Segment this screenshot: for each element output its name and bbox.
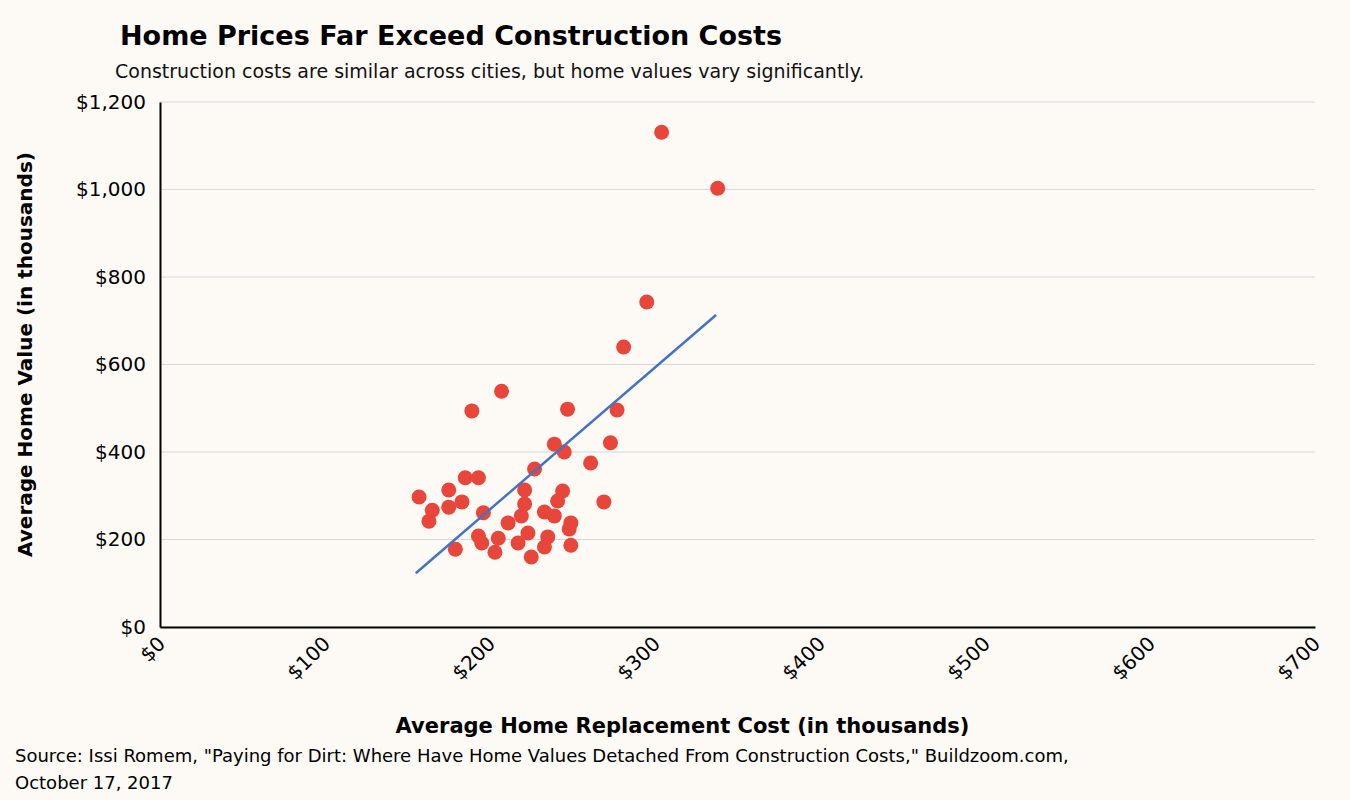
x-tick-label: $200 xyxy=(447,632,500,685)
point xyxy=(596,494,611,509)
point xyxy=(520,525,535,540)
y-tick-label: $1,000 xyxy=(76,177,146,201)
chart-svg: Home Prices Far Exceed Construction Cost… xyxy=(0,0,1350,800)
point xyxy=(412,490,427,505)
y-tick: $1,000 xyxy=(76,177,160,201)
grid-line xyxy=(160,102,1315,103)
y-tick-label: $400 xyxy=(95,440,146,464)
marks xyxy=(412,125,726,574)
point xyxy=(474,536,489,551)
grid-line xyxy=(160,189,1315,190)
point xyxy=(616,340,631,355)
y-axis-title: Average Home Value (in thousands) xyxy=(13,152,37,557)
title: Home Prices Far Exceed Construction Cost… xyxy=(120,20,782,51)
y-axis: $0 $200 $400 $600 $800 $1,000 $1,200 xyxy=(76,90,160,639)
x-tick: $300 xyxy=(612,627,665,685)
y-tick: $200 xyxy=(95,527,160,551)
x-axis-line xyxy=(161,627,1316,629)
point xyxy=(501,515,516,530)
y-tick-label: $800 xyxy=(95,265,146,289)
y-tick-label: $200 xyxy=(95,527,146,551)
point xyxy=(560,402,575,417)
x-axis-title: Average Home Replacement Cost (in thousa… xyxy=(396,714,970,738)
point xyxy=(441,483,456,498)
x-tick-label: $300 xyxy=(612,632,665,685)
source: Source: Issi Romem, "Paying for Dirt: Wh… xyxy=(15,745,1069,766)
y-tick-label: $600 xyxy=(95,352,146,376)
x-tick: $500 xyxy=(942,627,995,685)
grid-line xyxy=(160,627,1315,628)
x-tick: $200 xyxy=(447,627,500,685)
x-tick: $100 xyxy=(282,627,335,685)
background xyxy=(0,0,1350,800)
y-tick: $1,200 xyxy=(76,90,160,114)
x-tick: $400 xyxy=(777,627,830,685)
x-tick-label: $0 xyxy=(135,632,170,667)
x-tick-label: $600 xyxy=(1107,632,1160,685)
point xyxy=(494,384,509,399)
point xyxy=(563,538,578,553)
y-axis-line xyxy=(160,103,162,628)
subtitle: Construction costs are similar across ci… xyxy=(115,60,864,82)
x-axis: $0 $100 $200 $300 $400 $500 $600 $700 xyxy=(135,627,1325,685)
point xyxy=(583,455,598,470)
x-tick: $600 xyxy=(1107,627,1160,685)
x-tick-label: $700 xyxy=(1272,632,1325,685)
y-tick: $400 xyxy=(95,440,160,464)
grid xyxy=(160,102,1315,627)
trend-line xyxy=(416,315,716,573)
point xyxy=(454,494,469,509)
point xyxy=(425,503,440,518)
x-tick: $700 xyxy=(1272,627,1325,685)
point xyxy=(491,531,506,546)
point xyxy=(555,483,570,498)
point xyxy=(540,529,555,544)
point xyxy=(710,181,725,196)
x-tick-label: $500 xyxy=(942,632,995,685)
point xyxy=(441,500,456,515)
x-tick: $0 xyxy=(135,627,170,667)
point xyxy=(563,515,578,530)
point xyxy=(603,435,618,450)
y-tick-label: $1,200 xyxy=(76,90,146,114)
y-tick: $600 xyxy=(95,352,160,376)
x-tick-label: $400 xyxy=(777,632,830,685)
scatter-points xyxy=(412,125,726,565)
point xyxy=(639,294,654,309)
grid-line xyxy=(160,452,1315,453)
point xyxy=(471,470,486,485)
source: October 17, 2017 xyxy=(15,772,173,793)
x-tick-label: $100 xyxy=(282,632,335,685)
point xyxy=(517,497,532,512)
y-tick: $800 xyxy=(95,265,160,289)
point xyxy=(487,545,502,560)
point xyxy=(547,508,562,523)
point xyxy=(524,550,539,565)
y-tick-label: $0 xyxy=(121,615,146,639)
grid-line xyxy=(160,277,1315,278)
point xyxy=(464,403,479,418)
point xyxy=(654,125,669,140)
grid-line xyxy=(160,539,1315,540)
point xyxy=(458,470,473,485)
grid-line xyxy=(160,364,1315,365)
